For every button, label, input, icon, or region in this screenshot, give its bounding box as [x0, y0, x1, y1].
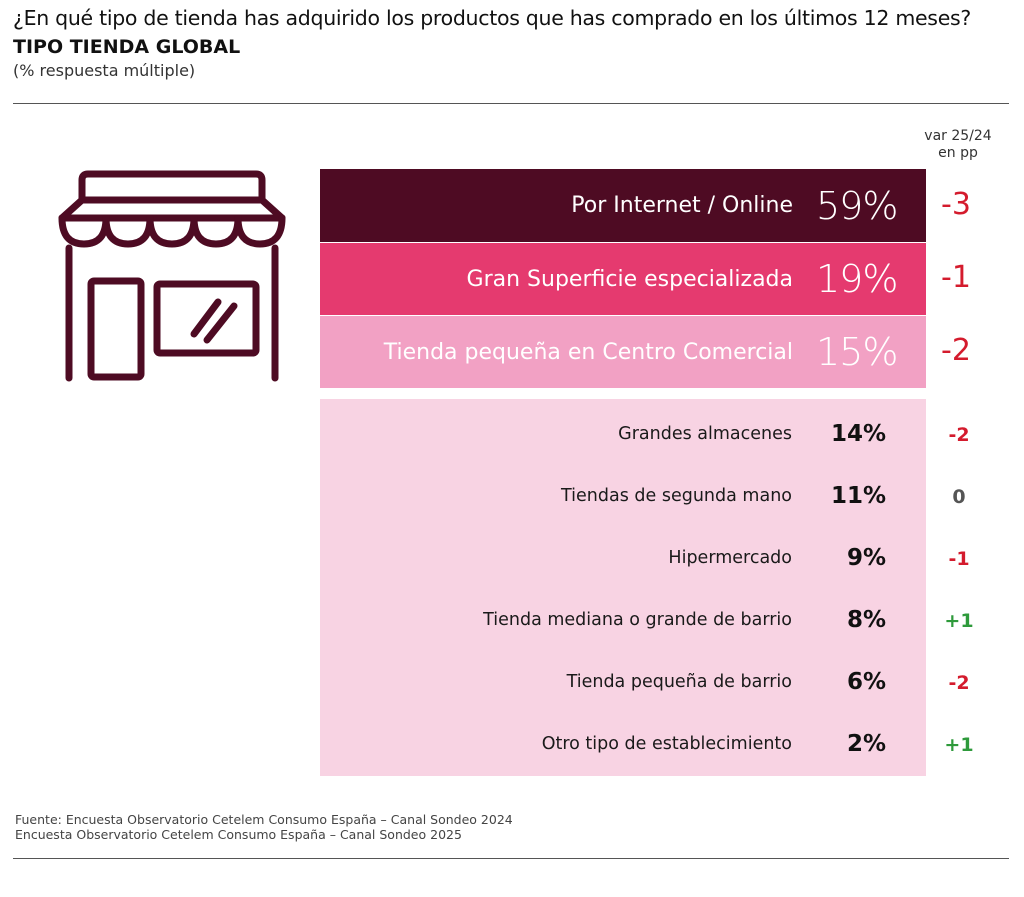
page-subtitle: TIPO TIENDA GLOBAL [13, 36, 241, 58]
source-note: Fuente: Encuesta Observatorio Cetelem Co… [15, 812, 513, 842]
source-line-2: Encuesta Observatorio Cetelem Consumo Es… [15, 827, 462, 842]
bar-value: 15% [816, 330, 898, 374]
source-line-1: Fuente: Encuesta Observatorio Cetelem Co… [15, 812, 513, 827]
category-value: 14% [830, 421, 886, 447]
variation-value: +1 [944, 734, 974, 756]
variation-value: -3 [941, 186, 971, 222]
bar-value: 59% [816, 183, 898, 228]
bar-label: Tienda pequeña en Centro Comercial [383, 339, 793, 365]
category-label: Hipermercado [668, 548, 792, 568]
bar-label: Gran Superficie especializada [466, 266, 793, 292]
category-label: Tienda mediana o grande de barrio [483, 610, 792, 630]
category-label: Otro tipo de establecimiento [541, 734, 792, 754]
variation-header-line1: var 25/24 [924, 128, 992, 144]
category-value: 6% [846, 669, 886, 695]
category-label: Tienda pequeña de barrio [566, 672, 792, 692]
bar-value: 19% [816, 257, 898, 301]
variation-value: +1 [944, 610, 974, 632]
bar-label: Por Internet / Online [571, 193, 793, 218]
variation-value: -1 [948, 548, 970, 570]
store-icon [58, 170, 286, 382]
category-value: 9% [846, 545, 886, 571]
bar-3: Tienda pequeña en Centro Comercial 15% [320, 316, 926, 388]
page-title: ¿En qué tipo de tienda has adquirido los… [13, 6, 971, 30]
variation-value: 0 [952, 486, 966, 508]
bottom-divider [13, 858, 1009, 859]
variation-header: var 25/24 en pp [910, 128, 1006, 162]
category-value: 8% [846, 607, 886, 633]
category-value: 2% [846, 731, 886, 757]
variation-value: -1 [941, 260, 971, 295]
bar-1: Por Internet / Online 59% [320, 169, 926, 242]
other-stores-panel [320, 399, 926, 776]
category-value: 11% [830, 483, 886, 509]
category-label: Grandes almacenes [618, 424, 792, 444]
top-divider [13, 103, 1009, 104]
variation-value: -2 [941, 333, 971, 368]
bar-2: Gran Superficie especializada 19% [320, 243, 926, 315]
variation-header-line2: en pp [938, 145, 978, 161]
variation-value: -2 [948, 424, 970, 446]
variation-value: -2 [948, 672, 970, 694]
category-label: Tiendas de segunda mano [561, 486, 792, 506]
response-note: (% respuesta múltiple) [13, 61, 196, 80]
